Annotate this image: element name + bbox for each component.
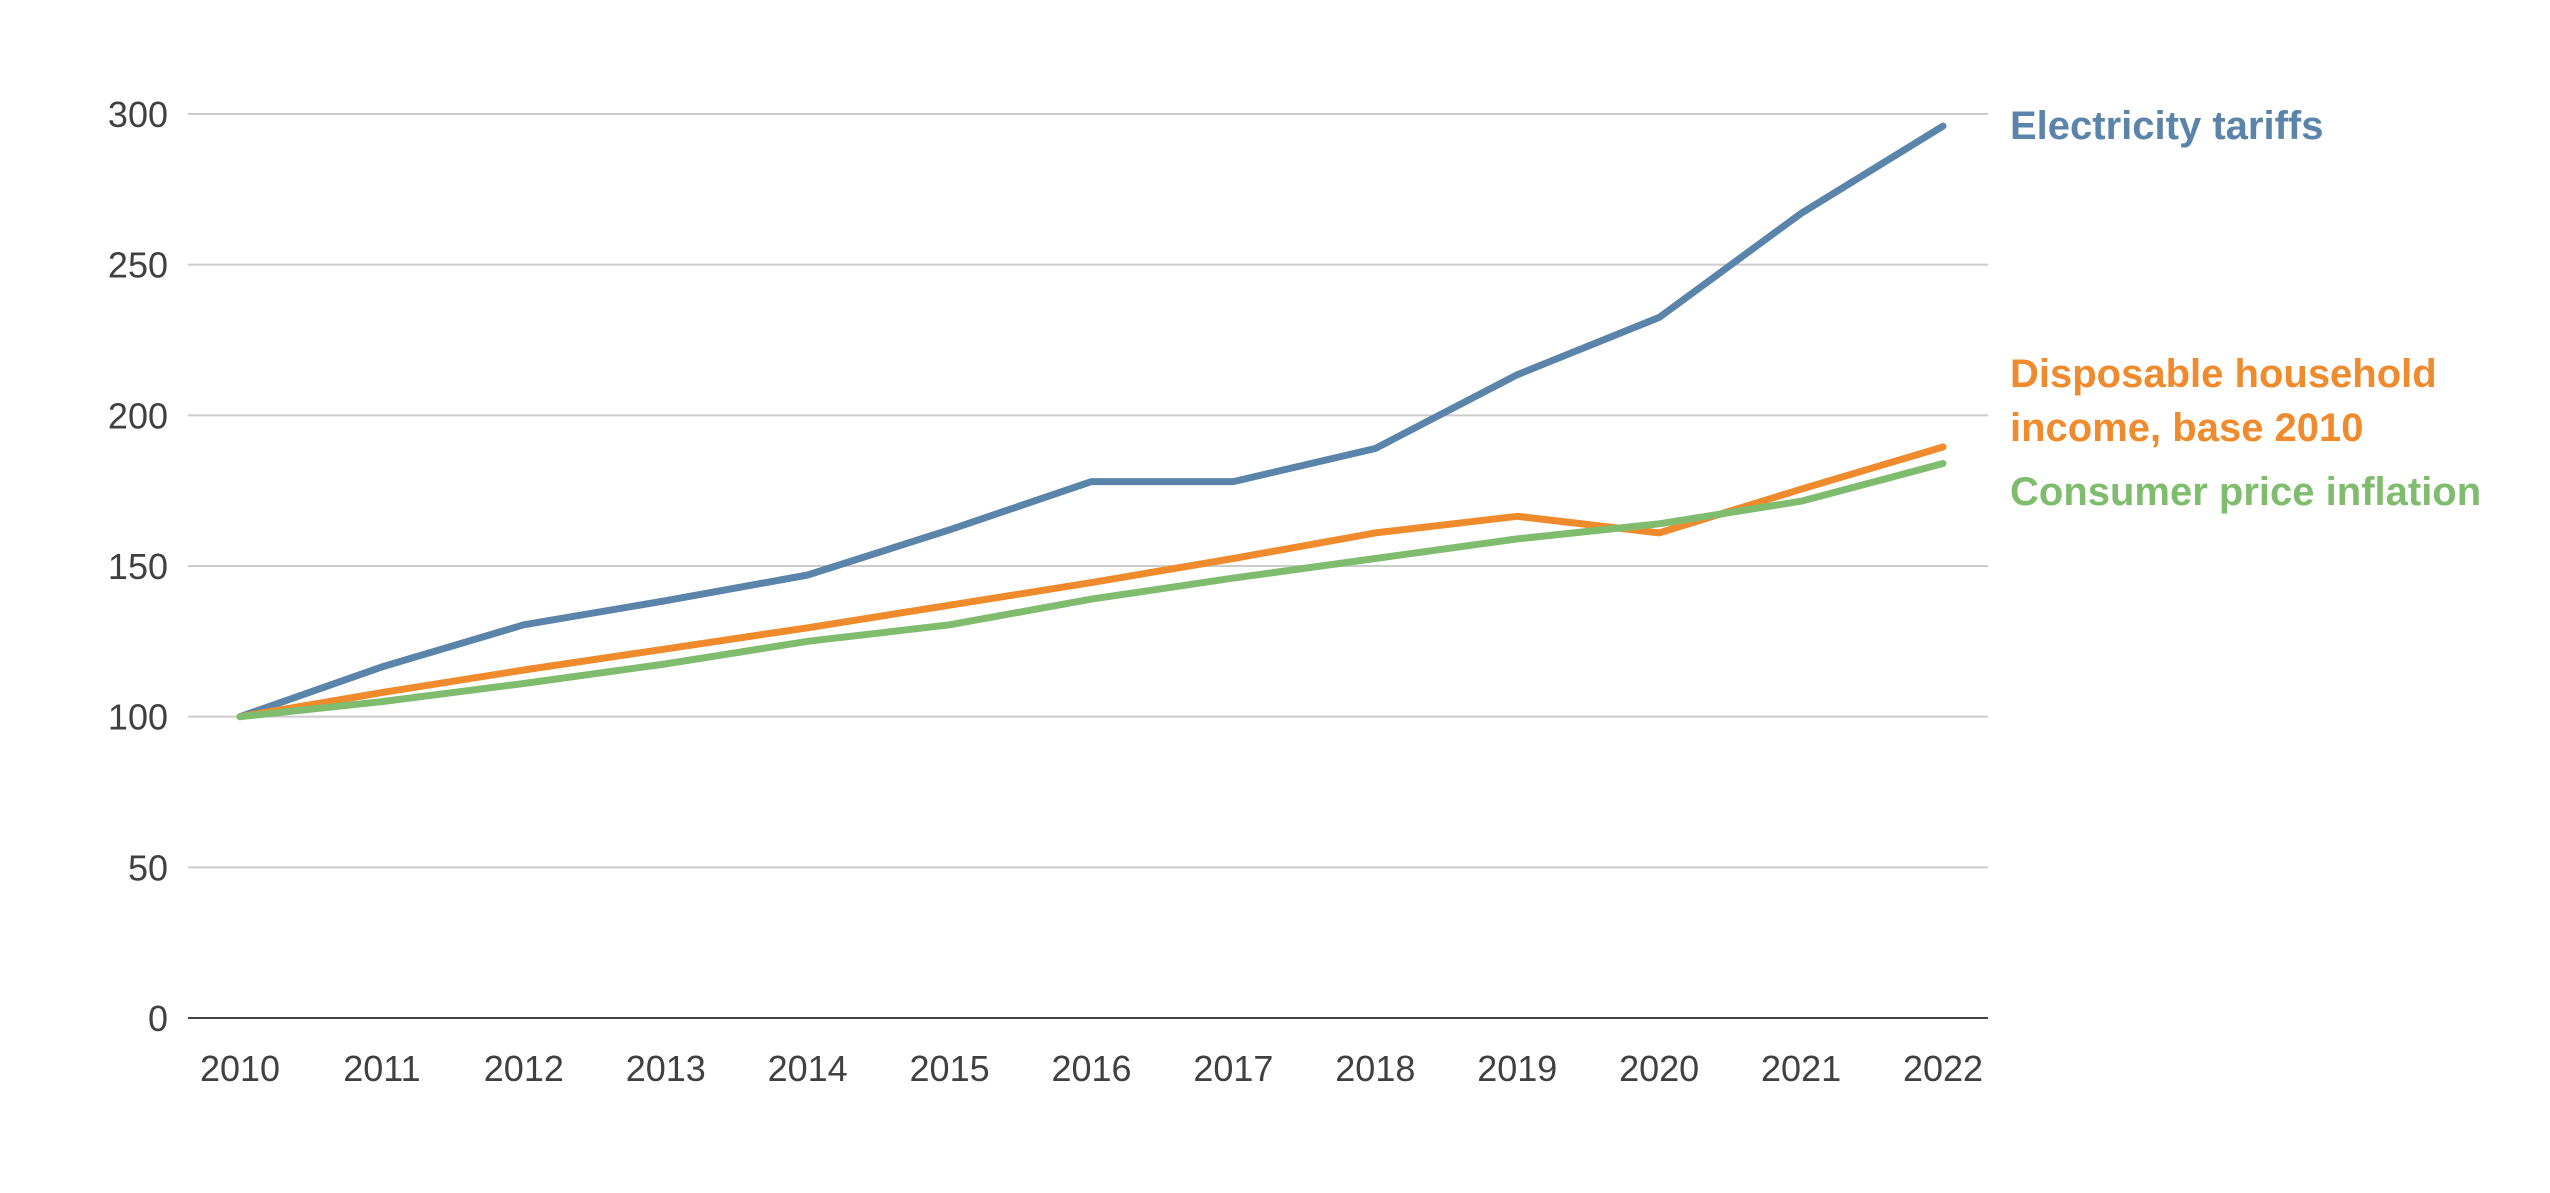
x-tick-label: 2018 [1335,1048,1415,1089]
x-tick-label: 2014 [768,1048,848,1089]
series-line-disposable-household-income-base-2010 [236,443,1947,721]
y-tick-label: 300 [108,94,168,135]
x-tick-label: 2016 [1051,1048,1131,1089]
series-lines [236,122,1947,721]
x-tick-label: 2012 [484,1048,564,1089]
series-label: income, base 2010 [2010,406,2364,450]
y-tick-label: 250 [108,245,168,286]
series-label: Disposable household [2010,352,2437,396]
x-tick-label: 2015 [910,1048,990,1089]
series-label: Consumer price inflation [2010,470,2481,514]
x-tick-label: 2017 [1193,1048,1273,1089]
x-tick-label: 2013 [626,1048,706,1089]
y-tick-label: 50 [128,847,168,888]
series-label: Electricity tariffs [2010,104,2323,148]
y-tick-label: 100 [108,697,168,738]
y-tick-label: 200 [108,395,168,436]
x-tick-label: 2022 [1903,1048,1983,1089]
series-labels: Electricity tariffs Disposable household i… [2010,104,2481,514]
gridlines [188,113,1988,869]
x-tick-label: 2019 [1477,1048,1557,1089]
x-tick-label: 2010 [200,1048,280,1089]
x-tick-label: 2021 [1761,1048,1841,1089]
x-tick-label: 2020 [1619,1048,1699,1089]
y-tick-label: 0 [148,998,168,1039]
y-tick-label: 150 [108,546,168,587]
x-tick-label: 2011 [343,1048,420,1089]
series-line-electricity-tariffs [236,122,1947,721]
y-axis-tick-labels: 0 50 100 150 200 250 300 [108,94,168,1039]
series-line-consumer-price-inflation [236,460,1947,721]
x-axis-tick-labels: 2010 2011 2012 2013 2014 2015 2016 2017 2018 2019… [200,1048,1983,1089]
